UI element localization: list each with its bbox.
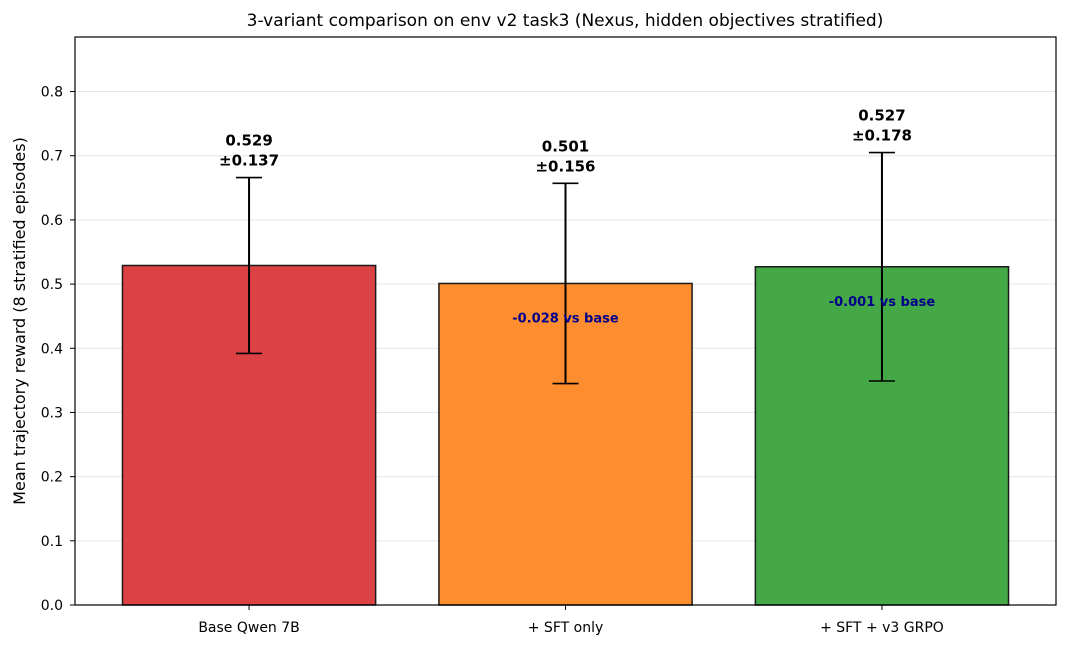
x-tick-label: + SFT only [528, 620, 604, 636]
value-label: 0.529 [225, 132, 272, 150]
y-tick-label: 0.1 [41, 534, 63, 550]
y-axis: 0.0 0.1 0.2 0.3 0.4 0.5 0.6 0.7 0.8 [41, 85, 75, 614]
value-label: 0.501 [542, 137, 589, 155]
y-tick-label: 0.8 [41, 85, 63, 101]
error-label: ±0.156 [535, 157, 595, 175]
error-label: ±0.137 [219, 152, 279, 170]
error-label: ±0.178 [852, 127, 912, 145]
y-tick-label: 0.0 [41, 598, 63, 614]
y-tick-label: 0.2 [41, 470, 63, 486]
x-axis: Base Qwen 7B + SFT only + SFT + v3 GRPO [198, 605, 944, 636]
delta-label: -0.028 vs base [512, 311, 619, 326]
x-tick-label: Base Qwen 7B [198, 620, 299, 636]
y-axis-label: Mean trajectory reward (8 stratified epi… [10, 137, 29, 505]
y-tick-label: 0.6 [41, 213, 63, 229]
value-label: 0.527 [858, 107, 905, 125]
chart-title: 3-variant comparison on env v2 task3 (Ne… [247, 11, 884, 31]
y-tick-label: 0.3 [41, 405, 63, 421]
x-tick-label: + SFT + v3 GRPO [820, 620, 944, 636]
error-bars [236, 151, 895, 385]
y-tick-label: 0.5 [41, 277, 63, 293]
y-tick-label: 0.7 [41, 149, 63, 165]
delta-label: -0.001 vs base [829, 295, 936, 310]
y-tick-label: 0.4 [41, 341, 63, 357]
data-labels: 0.529 ±0.137 0.501 ±0.156 -0.028 vs base 0.52… [219, 107, 935, 327]
